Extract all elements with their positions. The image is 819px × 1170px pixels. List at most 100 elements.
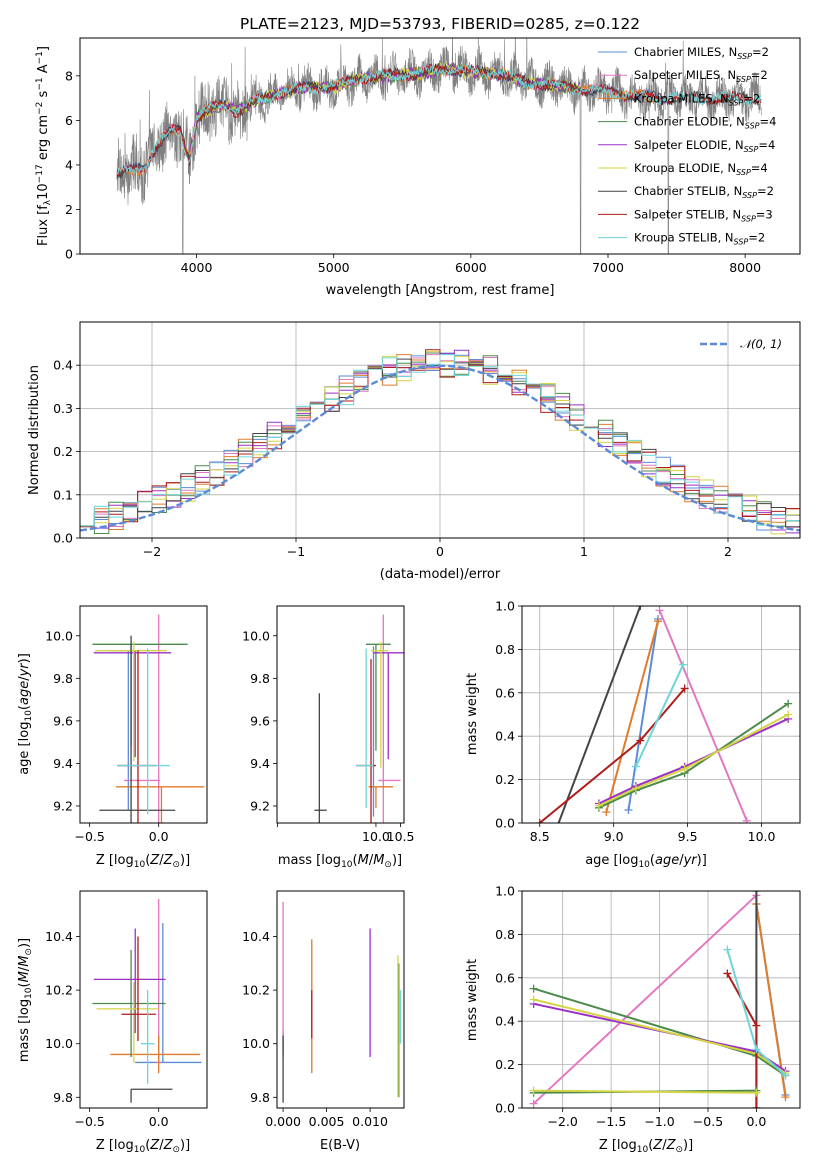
plus-marker: [631, 762, 640, 771]
x-tick-label: 5000: [318, 260, 350, 275]
spectrum-ylabel: Flux [fλ10−17 erg cm−2 s−1 A−1]: [35, 46, 53, 246]
plus-marker: [723, 969, 732, 978]
y-tick-label: 9.2: [53, 798, 73, 813]
series-line: [658, 609, 748, 822]
mass-weight-series: [723, 969, 761, 1108]
plus-marker: [784, 710, 793, 719]
series-line: [605, 620, 659, 813]
y-tick-label: 9.8: [250, 671, 270, 686]
massweight-vs-age-xlabel: age [log10(age/yr)]: [585, 853, 707, 870]
age-vs-z-panel: −0.5 0.0 9.2 9.4 9.6 9.8 10.0: [45, 605, 208, 844]
plus-marker: [636, 736, 645, 745]
x-tick-label: 8.5: [530, 829, 550, 844]
legend-subscript: SSP: [734, 238, 749, 247]
legend-label: Chabrier ELODIE, NSSP=4: [634, 115, 776, 131]
massweight-vs-z-ylabel: mass weight: [465, 959, 480, 1041]
x-tick-label: 0.000: [265, 1114, 301, 1129]
y-tick-label: 4: [65, 157, 73, 172]
legend-subscript: SSP: [741, 214, 756, 223]
axes-frame: [79, 605, 208, 824]
legend-value: =2: [748, 231, 765, 245]
legend-subscript: SSP: [745, 122, 760, 131]
plus-marker: [752, 1088, 761, 1097]
legend-subscript: SSP: [736, 75, 751, 84]
series-line: [627, 618, 659, 811]
plus-marker: [624, 805, 633, 814]
plus-marker: [594, 801, 603, 810]
legend-value: =2: [743, 91, 760, 105]
errorbar-point: [110, 1035, 201, 1074]
plus-marker: [742, 816, 751, 823]
y-tick-label: 0.6: [495, 970, 515, 985]
mass-weight-series: [557, 606, 645, 823]
y-tick-label: 0.2: [53, 444, 73, 459]
observed-spectrum: [116, 38, 762, 254]
y-tick-label: 10.0: [45, 628, 73, 643]
y-tick-label: 0: [65, 247, 73, 262]
age-vs-z-xlabel: Z [log10(Z/Z⊙)]: [96, 853, 190, 870]
errorbar-point: [96, 982, 159, 1063]
y-tick-label: 10.0: [242, 1036, 270, 1051]
errorbar-point: [117, 648, 170, 815]
plus-marker: [752, 891, 761, 895]
spectrum-panel: PLATE=2123, MJD=53793, FIBERID=0285, z=0…: [35, 15, 801, 298]
mass-vs-ebv-panel: 0.000 0.005 0.010 9.8 10.0 10.2 10.4: [242, 890, 405, 1129]
x-tick-label: 9.5: [678, 829, 698, 844]
x-tick-label: 8000: [729, 260, 761, 275]
plus-marker: [636, 606, 645, 610]
plus-marker: [784, 699, 793, 708]
errorbar-point: [366, 643, 391, 751]
mass-vs-z-panel: −0.5 0.0 9.8 10.0 10.2 10.4: [45, 890, 208, 1129]
axes-frame: [79, 321, 801, 539]
errorbar-point: [356, 648, 374, 809]
errorbar-point: [92, 949, 166, 1058]
x-tick-label: −2: [143, 544, 161, 559]
series-line: [598, 702, 789, 809]
series-line: [532, 894, 758, 1105]
y-tick-label: 0.8: [495, 927, 515, 942]
y-tick-label: 1.0: [495, 599, 515, 614]
legend-subscript: SSP: [729, 98, 744, 107]
y-tick-label: 10.2: [45, 983, 73, 998]
y-tick-label: 9.6: [53, 713, 73, 728]
legend-label: Chabrier STELIB, NSSP=2: [634, 184, 774, 200]
x-tick-label: 0.0: [746, 1114, 766, 1129]
x-tick-label: 10.0: [362, 829, 390, 844]
age-vs-mass-xlabel: mass [log10(M/M⊙)]: [278, 853, 402, 870]
residual-histogram: [80, 354, 800, 538]
y-tick-label: 0.8: [495, 642, 515, 657]
plus-marker: [631, 784, 640, 793]
x-tick-label: 1: [580, 544, 588, 559]
legend-label: Salpeter MILES, NSSP=2: [634, 68, 768, 84]
series-line: [755, 903, 787, 1098]
plus-marker: [602, 808, 611, 817]
y-tick-label: 0.4: [495, 1014, 515, 1029]
legend-label: Kroupa STELIB, NSSP=2: [634, 231, 765, 247]
massweight-vs-age-ylabel: mass weight: [465, 673, 480, 755]
errorbar-point: [99, 635, 176, 823]
spectrum-legend: Chabrier MILES, NSSP=2 Salpeter MILES, NS…: [598, 45, 776, 247]
axes-frame: [276, 605, 405, 824]
y-tick-label: 0.2: [495, 772, 515, 787]
model-spectrum-line: [116, 63, 762, 179]
y-tick-label: 0.0: [53, 531, 73, 546]
x-tick-label: 0.005: [309, 1114, 345, 1129]
residual-plot: −2 −1 0 1 2 0.0 0.1 0.2 0.3 0.4: [53, 321, 801, 559]
errorbar-point: [140, 990, 155, 1084]
axes-frame: [79, 890, 208, 1109]
mass-weight-series: [529, 1086, 761, 1097]
mass-weight-series: [655, 606, 751, 823]
y-tick-label: 9.4: [53, 756, 73, 771]
plus-marker: [752, 1104, 761, 1108]
series-line: [557, 606, 642, 823]
y-tick-label: 10.4: [242, 929, 270, 944]
y-tick-label: 10.0: [45, 1036, 73, 1051]
y-tick-label: 9.6: [250, 713, 270, 728]
axes-frame: [521, 605, 801, 824]
y-tick-label: 9.8: [53, 671, 73, 686]
legend-label: Salpeter STELIB, NSSP=3: [634, 207, 773, 223]
legend-value: =2: [751, 68, 768, 82]
plus-marker: [680, 764, 689, 773]
plus-marker: [752, 1021, 761, 1030]
